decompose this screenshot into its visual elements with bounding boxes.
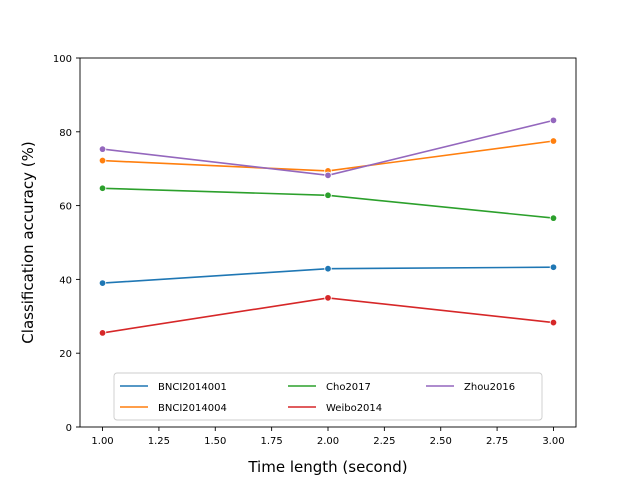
y-tick-label: 60 [59,202,72,213]
axis-ticks: 1.00 1.25 1.50 1.75 2.00 2.25 2.50 2.75 3.00 0 20 4… [53,54,565,447]
data-point-cho2017 [324,191,332,199]
x-axis-title: Time length (second) [247,458,407,476]
legend-label-zhou2016: Zhou2016 [464,382,515,393]
y-tick-label: 40 [59,275,72,286]
x-tick-label: 2.50 [430,436,452,447]
x-tick-label: 1.25 [148,436,170,447]
data-point-weibo2014 [549,318,558,327]
data-point-cho2017 [98,184,107,192]
data-point-cho2017 [549,214,558,222]
data-point-weibo2014 [98,329,107,337]
data-point-bnci2014004 [98,156,107,165]
plot-area [98,116,558,337]
data-point-bnci2014001 [549,263,558,271]
x-tick-label: 2.75 [486,436,508,447]
legend-label-cho2017: Cho2017 [326,382,371,393]
legend-label-bnci2014004: BNCI2014004 [158,403,227,414]
data-point-weibo2014 [324,294,332,302]
legend-label-weibo2014: Weibo2014 [326,403,382,414]
legend-label-bnci2014001: BNCI2014001 [158,382,227,393]
x-tick-label: 1.00 [91,436,113,447]
data-point-bnci2014001 [98,279,107,287]
x-tick-label: 1.75 [261,436,283,447]
x-tick-label: 3.00 [542,436,564,447]
data-point-bnci2014004 [549,137,558,145]
y-tick-label: 100 [53,54,72,65]
y-tick-label: 0 [66,423,72,434]
data-point-zhou2016 [549,116,558,125]
y-tick-label: 80 [59,128,72,139]
legend-box [113,372,543,421]
data-point-zhou2016 [324,171,332,180]
y-tick-label: 20 [59,349,72,360]
x-tick-label: 1.50 [204,436,226,447]
data-point-zhou2016 [98,145,107,153]
x-tick-label: 2.00 [317,436,339,447]
y-axis-title: Classification accuracy (%) [19,141,37,343]
x-tick-label: 2.25 [373,436,395,447]
data-point-bnci2014001 [324,264,332,273]
legend: BNCI2014001 BNCI2014004 Cho2017 Weibo2014 Zh… [113,372,543,421]
